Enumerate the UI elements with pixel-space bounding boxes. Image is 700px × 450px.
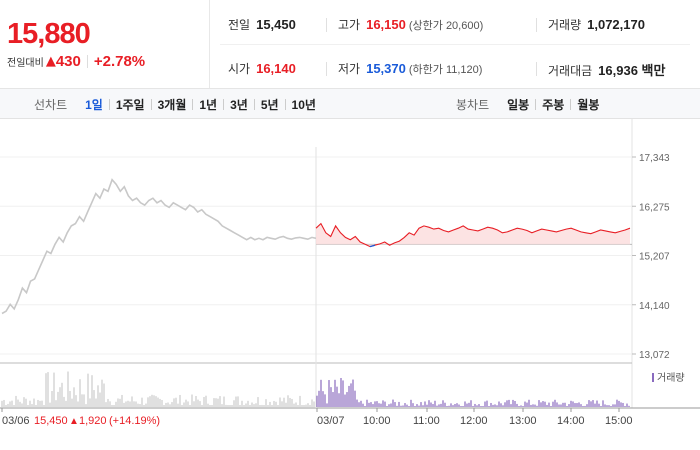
divider <box>86 55 88 68</box>
current-price: 15,880 <box>7 18 91 50</box>
stat-label: 전일 <box>228 18 251 32</box>
upper-limit: (상한가 20,600) <box>408 20 484 32</box>
candle-chart-tabs: 봉차트 일봉 주봉 월봉 <box>456 89 605 119</box>
stat-label: 거래대금 <box>548 64 593 78</box>
line-chart-title: 선차트 <box>34 97 68 112</box>
chart-svg: 17,343 16,275 15,207 14,140 13,072 거래량 03/06 03… <box>0 119 700 427</box>
divider <box>192 98 194 110</box>
divider <box>570 98 572 110</box>
x-tick-label: 13:00 <box>509 415 537 427</box>
x-tick-label: 14:00 <box>557 415 585 427</box>
chart-tab-bar: 선차트 1일 1주일 3개월 1년 3년 5년 10년 봉차트 일봉 주봉 월봉 <box>0 89 700 119</box>
stat-high: 고가 16,150 (상한가 20,600) <box>338 16 483 33</box>
stat-label: 거래량 <box>548 18 582 32</box>
change-label: 전일대비 <box>7 58 44 69</box>
tab-monthly[interactable]: 월봉 <box>577 97 600 112</box>
tab-weekly[interactable]: 주봉 <box>542 97 565 112</box>
tab-1d[interactable]: 1일 <box>85 97 103 112</box>
stat-value: 1,072,170 <box>587 17 645 32</box>
stat-value: 16,936 백만 <box>598 63 666 78</box>
x-tick-label: 11:00 <box>413 415 440 427</box>
tab-1y[interactable]: 1년 <box>199 97 218 112</box>
quote-summary: 15,880 전일대비 ▲ 430 +2.78% 전일 15,450 고가 16,1… <box>0 0 700 89</box>
x-tick-label: 03/06 <box>2 415 30 427</box>
divider <box>284 98 286 110</box>
tab-5y[interactable]: 5년 <box>260 97 279 112</box>
divider <box>108 98 110 110</box>
stat-label: 시가 <box>228 62 251 76</box>
y-tick-label: 17,343 <box>639 153 670 164</box>
tab-daily[interactable]: 일봉 <box>507 97 530 112</box>
change-rate: +2.78% <box>93 53 146 70</box>
change-value: 430 <box>55 53 81 70</box>
y-tick-label: 13,072 <box>639 350 670 361</box>
y-tick-label: 15,207 <box>639 252 670 263</box>
line-chart-tabs: 선차트 1일 1주일 3개월 1년 3년 5년 10년 <box>34 89 322 119</box>
stat-prev-close: 전일 15,450 <box>228 16 296 33</box>
prev-day-up-arrow: ▲ <box>69 416 79 427</box>
price-chart: 17,343 16,275 15,207 14,140 13,072 거래량 03/06 03… <box>0 119 700 450</box>
divider <box>536 18 537 32</box>
stat-label: 저가 <box>338 62 361 76</box>
y-tick-label: 14,140 <box>639 301 670 312</box>
y-tick-label: 16,275 <box>639 202 670 213</box>
tab-10y[interactable]: 10년 <box>291 97 316 112</box>
stat-value: 16,150 <box>366 17 406 32</box>
lower-limit: (하한가 11,120) <box>408 64 483 76</box>
prev-day-price: 15,450 <box>34 415 68 427</box>
today-line <box>315 222 631 248</box>
volume-legend-label: 거래량 <box>657 372 685 384</box>
candle-chart-title: 봉차트 <box>456 97 490 112</box>
divider <box>326 18 327 32</box>
stat-value: 15,450 <box>256 17 296 32</box>
x-tick-label: 03/07 <box>317 415 345 427</box>
today-fill-area <box>316 223 630 247</box>
volume-legend-swatch <box>652 373 654 382</box>
stat-open: 시가 16,140 <box>228 60 296 77</box>
tab-1w[interactable]: 1주일 <box>115 97 145 112</box>
divider <box>223 98 225 110</box>
up-arrow-icon: ▲ <box>45 54 56 69</box>
divider <box>220 44 690 45</box>
prev-day-line <box>1 178 317 315</box>
x-tick-label: 10:00 <box>363 415 391 427</box>
quote-stats: 전일 15,450 고가 16,150 (상한가 20,600) 거래량 1,072,1… <box>210 0 700 88</box>
change-row: 전일대비 ▲ 430 +2.78% <box>7 53 145 70</box>
divider <box>150 98 152 110</box>
stat-label: 고가 <box>338 18 361 32</box>
x-tick-label: 12:00 <box>460 415 488 427</box>
divider <box>253 98 255 110</box>
prev-day-rate: (+14.19%) <box>109 415 160 427</box>
tab-3m[interactable]: 3개월 <box>157 97 187 112</box>
prev-day-change: 1,920 <box>79 415 107 427</box>
divider <box>536 62 537 76</box>
stat-value: 16,140 <box>256 61 296 76</box>
stat-low: 저가 15,370 (하한가 11,120) <box>338 60 482 77</box>
stat-volume: 거래량 1,072,170 <box>548 16 645 33</box>
tab-3y[interactable]: 3년 <box>230 97 248 112</box>
price-box: 15,880 전일대비 ▲ 430 +2.78% <box>0 0 210 88</box>
divider <box>535 98 537 110</box>
x-tick-label: 15:00 <box>605 415 633 427</box>
today-below-baseline <box>369 244 376 248</box>
stat-amount: 거래대금 16,936 백만 <box>548 60 665 79</box>
divider <box>326 62 327 76</box>
stat-value: 15,370 <box>366 61 406 76</box>
